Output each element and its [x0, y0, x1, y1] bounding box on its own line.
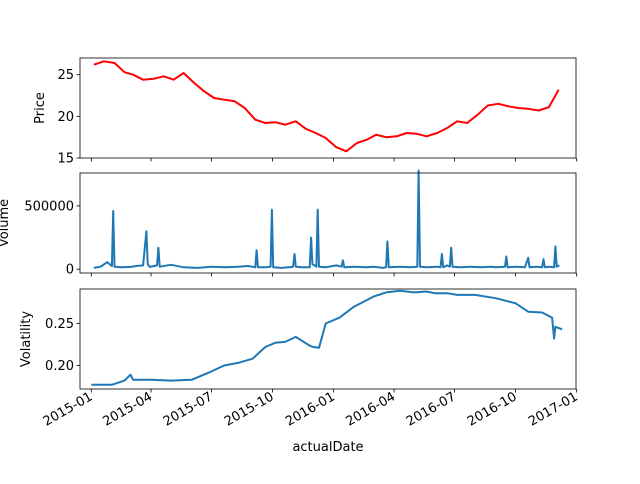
x-tick-label: 2015-07	[161, 389, 216, 429]
y-axis-label-3: Volatility	[19, 311, 34, 367]
y-axis-label-2: Volume	[0, 199, 12, 247]
y-tick-label: 20	[57, 110, 74, 125]
series-line-2	[93, 169, 560, 269]
axes-frame-2	[79, 172, 577, 274]
x-tick-label: 2015-10	[222, 389, 277, 429]
axes-frame-3	[79, 288, 577, 390]
y-axis-label-1: Price	[33, 92, 48, 124]
x-tick-label: 2015-01	[41, 389, 96, 429]
x-tick-label: 2017-01	[526, 389, 581, 429]
x-tick-label: 2016-07	[404, 389, 459, 429]
x-tick-label: 2016-04	[344, 389, 399, 429]
x-tick-label: 2015-04	[100, 389, 155, 429]
y-tick-label: 15	[57, 152, 74, 167]
x-tick-label: 2016-10	[465, 389, 520, 429]
axes-frame-1	[79, 57, 577, 159]
series-line-3	[91, 289, 563, 386]
y-tick-label: 0.20	[45, 359, 74, 374]
y-tick-label: 500000	[24, 199, 74, 214]
y-tick-label: 0.25	[45, 317, 74, 332]
y-tick-label: 25	[57, 68, 74, 83]
series-line-1	[93, 60, 560, 153]
y-tick-label: 0	[66, 263, 74, 278]
x-axis-label: actualDate	[292, 440, 363, 455]
x-tick-label: 2016-01	[283, 389, 338, 429]
